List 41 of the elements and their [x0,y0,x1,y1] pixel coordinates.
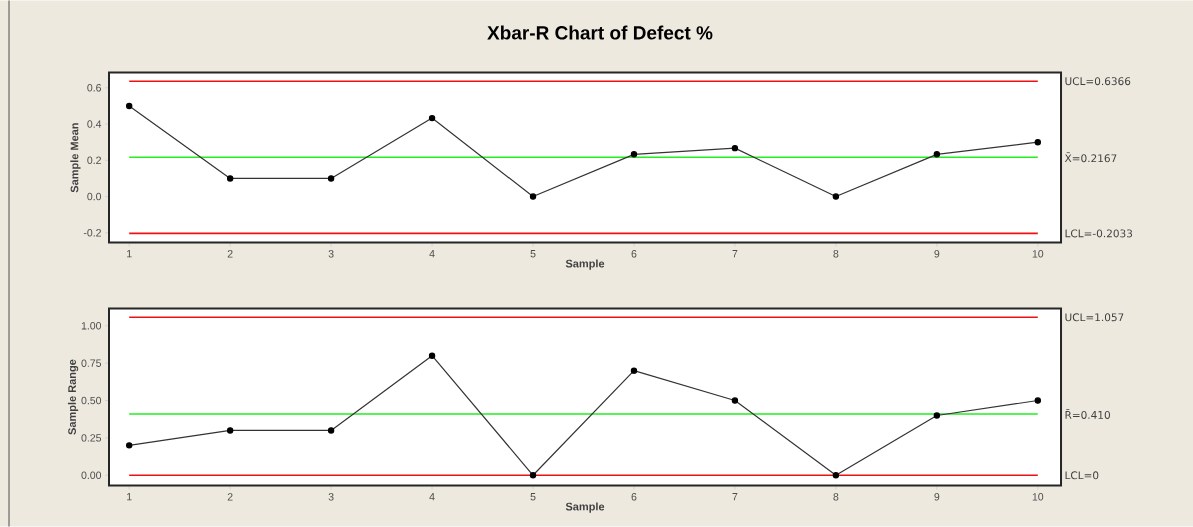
y-axis-title: Sample Mean [70,123,81,193]
chart-title: Xbar-R Chart of Defect % [487,25,713,40]
x-tick-label: 5 [530,250,536,258]
y-tick-label: 0.6 [87,84,102,92]
ref-line-label: LCL=0 [1065,471,1099,480]
x-tick-label: 1 [127,250,132,258]
x-axis-title: Sample [565,502,605,513]
x-tick-label: 6 [631,493,637,501]
x-tick-label: 7 [732,250,738,258]
x-tick-label: 10 [1032,250,1044,258]
x-tick-label: 8 [833,250,839,258]
x-tick-label: 5 [530,493,536,501]
x-tick-label: 9 [934,493,940,501]
ref-line-label: UCL=1.057 [1065,313,1124,322]
y-tick-label: -0.2 [83,228,101,237]
x-tick-label: 1 [127,493,132,501]
ref-line-label: LCL=-0.2033 [1065,229,1133,238]
y-tick-label: 0.50 [81,396,102,405]
y-tick-label: 0.0 [87,192,102,201]
ref-line-label: R̄=0.410 [1065,408,1110,419]
ref-line-label: X̄=0.2167 [1064,152,1117,163]
x-tick-label: 8 [833,493,839,501]
x-tick-label: 4 [429,250,435,258]
y-tick-label: 0.75 [81,359,102,367]
x-axis-title: Sample [565,259,605,270]
x-tick-label: 6 [631,250,637,258]
x-tick-label: 9 [934,250,940,258]
y-tick-label: 0.00 [81,471,102,479]
x-tick-label: 3 [328,250,334,258]
y-tick-label: 0.25 [81,434,102,442]
x-tick-label: 2 [227,250,233,258]
x-tick-label: 10 [1032,493,1044,501]
ref-line-label: UCL=0.6366 [1065,77,1131,86]
x-tick-label: 2 [227,493,233,501]
y-tick-label: 1.00 [81,321,102,330]
x-tick-label: 3 [328,493,334,501]
y-axis-title: Sample Range [67,359,79,435]
y-tick-label: 0.4 [87,120,102,128]
y-tick-label: 0.2 [87,156,101,164]
x-tick-label: 4 [429,493,435,501]
x-tick-label: 7 [732,493,738,501]
